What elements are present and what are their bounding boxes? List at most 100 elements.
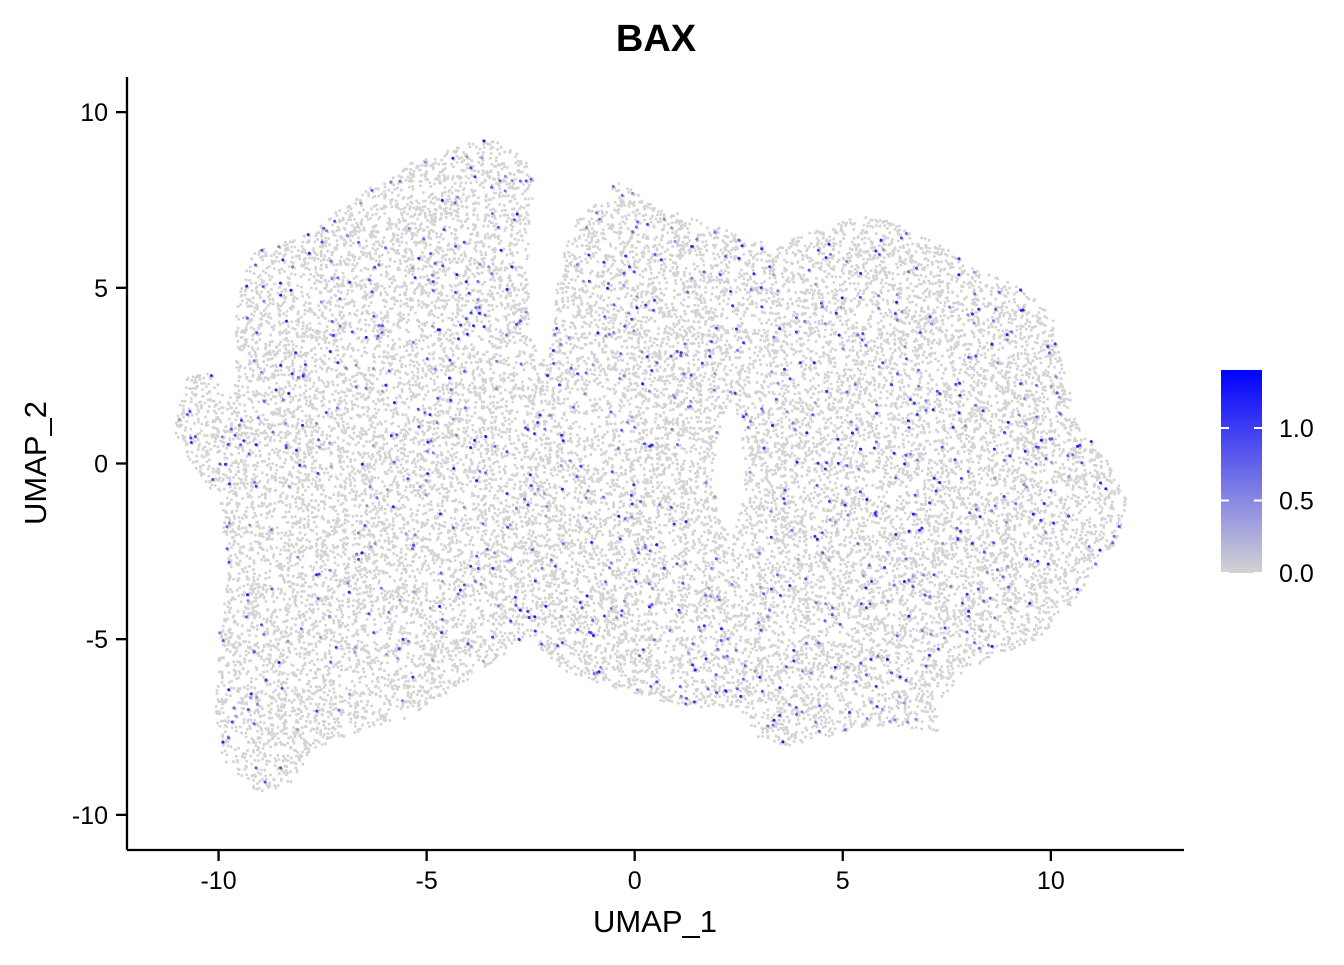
expressing-cell-point bbox=[954, 382, 958, 386]
expressing-cell-point bbox=[463, 406, 467, 410]
expressing-cell-point bbox=[303, 363, 307, 367]
expressing-cell-point bbox=[423, 411, 427, 415]
expressing-cell-point bbox=[620, 428, 624, 432]
expressing-cell-point bbox=[630, 515, 634, 519]
expressing-cell-point bbox=[618, 537, 622, 541]
expressing-cell-point bbox=[635, 688, 639, 692]
expressing-cell-point bbox=[277, 245, 281, 249]
expressing-cell-point bbox=[509, 558, 513, 562]
expressing-cell-point bbox=[846, 513, 850, 517]
expressing-cell-point bbox=[682, 372, 686, 376]
expressing-cell-point bbox=[436, 328, 440, 332]
expressing-cell-point bbox=[1031, 512, 1035, 516]
expressing-cell-point bbox=[291, 265, 294, 269]
expressing-cell-point bbox=[330, 320, 334, 323]
expressing-cell-point bbox=[967, 614, 971, 618]
expressing-cell-point bbox=[761, 409, 765, 413]
expressing-cell-point bbox=[684, 561, 688, 565]
expressing-cell-point bbox=[189, 441, 193, 444]
expressing-cell-point bbox=[413, 276, 417, 280]
expressing-cell-point bbox=[368, 278, 371, 282]
expressing-cell-point bbox=[772, 273, 775, 277]
expressing-cell-point bbox=[1003, 431, 1006, 434]
expressing-cell-point bbox=[610, 470, 614, 474]
expressing-cell-point bbox=[413, 533, 417, 537]
expressing-cell-point bbox=[993, 504, 997, 508]
expressing-cell-point bbox=[974, 508, 978, 511]
expressing-cell-point bbox=[1042, 502, 1046, 505]
expressing-cell-point bbox=[940, 445, 944, 449]
expressing-cell-point bbox=[670, 226, 673, 230]
expressing-cell-point bbox=[805, 431, 809, 435]
expressing-cell-point bbox=[630, 502, 634, 506]
x-tick-label: 10 bbox=[1037, 867, 1065, 895]
expressing-cell-point bbox=[658, 503, 662, 507]
expressing-cell-point bbox=[678, 610, 681, 614]
expressing-cell-point bbox=[491, 635, 495, 639]
cell-points bbox=[174, 139, 1128, 793]
expressing-cell-point bbox=[375, 496, 379, 500]
expressing-cell-point bbox=[1039, 518, 1043, 522]
expressing-cell-point bbox=[389, 180, 393, 184]
expressing-cell-point bbox=[953, 458, 957, 462]
expressing-cell-point bbox=[392, 460, 396, 464]
expressing-cell-point bbox=[636, 546, 639, 550]
expressing-cell-point bbox=[814, 601, 818, 605]
expressing-cell-point bbox=[261, 285, 265, 288]
expressing-cell-point bbox=[907, 529, 911, 533]
expressing-cell-point bbox=[678, 685, 682, 688]
expressing-cell-point bbox=[234, 714, 238, 718]
expressing-cell-point bbox=[431, 289, 435, 293]
expressing-cell-point bbox=[628, 265, 631, 269]
expressing-cell-point bbox=[384, 246, 387, 250]
expressing-cell-point bbox=[345, 234, 349, 238]
expressing-cell-point bbox=[462, 583, 466, 587]
expressing-cell-point bbox=[895, 293, 899, 297]
expressing-cell-point bbox=[356, 531, 360, 535]
expressing-cell-point bbox=[830, 613, 834, 617]
expressing-cell-point bbox=[591, 363, 595, 367]
expressing-cell-point bbox=[635, 306, 639, 310]
expressing-cell-point bbox=[684, 520, 688, 524]
expressing-cell-point bbox=[247, 452, 251, 456]
expressing-cell-point bbox=[757, 551, 761, 555]
expressing-cell-point bbox=[990, 644, 994, 648]
expressing-cell-point bbox=[286, 639, 290, 643]
expressing-cell-point bbox=[417, 425, 421, 429]
expressing-cell-point bbox=[269, 528, 273, 532]
expressing-cell-point bbox=[634, 568, 637, 572]
expressing-cell-point bbox=[1019, 288, 1023, 292]
expressing-cell-point bbox=[792, 648, 796, 652]
expressing-cell-point bbox=[1004, 520, 1008, 524]
expressing-cell-point bbox=[729, 289, 733, 293]
expressing-cell-point bbox=[869, 700, 873, 704]
expressing-cell-point bbox=[823, 619, 827, 623]
expressing-cell-point bbox=[907, 578, 911, 582]
expressing-cell-point bbox=[827, 499, 831, 503]
expressing-cell-point bbox=[1066, 454, 1070, 458]
expressing-cell-point bbox=[958, 381, 961, 385]
expressing-cell-point bbox=[469, 446, 473, 450]
expressing-cell-point bbox=[1111, 541, 1115, 545]
expressing-cell-point bbox=[632, 483, 636, 487]
expressing-cell-point bbox=[949, 584, 953, 588]
expressing-cell-point bbox=[1005, 338, 1009, 342]
expressing-cell-point bbox=[837, 446, 841, 450]
expressing-cell-point bbox=[858, 295, 862, 299]
expressing-cell-point bbox=[907, 614, 911, 618]
expressing-cell-point bbox=[689, 399, 693, 403]
expressing-cell-point bbox=[249, 696, 252, 700]
expressing-cell-point bbox=[1089, 440, 1093, 443]
expressing-cell-point bbox=[865, 498, 869, 501]
expressing-cell-point bbox=[885, 657, 889, 661]
expressing-cell-point bbox=[372, 631, 376, 635]
expressing-cell-point bbox=[618, 377, 622, 380]
expressing-cell-point bbox=[303, 464, 307, 468]
expressing-cell-point bbox=[915, 266, 918, 270]
expressing-cell-point bbox=[737, 256, 741, 260]
expressing-cell-point bbox=[788, 377, 792, 381]
expressing-cell-point bbox=[889, 383, 893, 387]
expressing-cell-point bbox=[816, 641, 820, 645]
expressing-cell-point bbox=[379, 586, 383, 590]
expressing-cell-point bbox=[845, 390, 849, 394]
